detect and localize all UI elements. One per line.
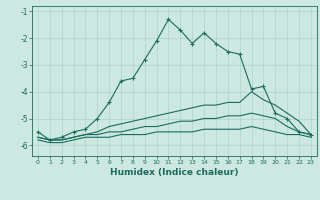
X-axis label: Humidex (Indice chaleur): Humidex (Indice chaleur) xyxy=(110,168,239,177)
